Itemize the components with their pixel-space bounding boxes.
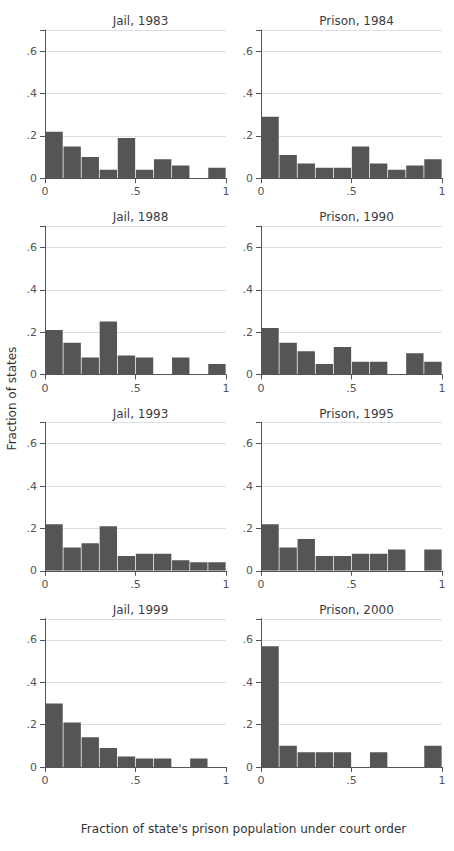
svg-text:0: 0: [30, 761, 37, 774]
svg-text:Prison, 2000: Prison, 2000: [319, 603, 394, 617]
svg-text:.4: .4: [27, 87, 38, 100]
svg-text:.2: .2: [243, 718, 254, 731]
svg-text:.5: .5: [346, 578, 357, 591]
svg-text:Jail, 1993: Jail, 1993: [112, 407, 169, 421]
svg-text:.5: .5: [346, 382, 357, 395]
svg-text:.6: .6: [243, 437, 254, 450]
svg-text:0: 0: [258, 382, 265, 395]
svg-text:.2: .2: [27, 326, 38, 339]
svg-text:1: 1: [439, 382, 446, 395]
svg-text:.2: .2: [243, 522, 254, 535]
svg-text:0: 0: [246, 564, 253, 577]
svg-text:0: 0: [246, 368, 253, 381]
svg-text:0: 0: [258, 774, 265, 787]
svg-text:Prison, 1990: Prison, 1990: [319, 210, 394, 224]
svg-text:.5: .5: [130, 382, 141, 395]
svg-text:.4: .4: [27, 283, 38, 296]
svg-text:Jail, 1983: Jail, 1983: [112, 14, 169, 28]
svg-text:Fraction of states: Fraction of states: [5, 347, 19, 451]
svg-text:Jail, 1999: Jail, 1999: [112, 603, 169, 617]
svg-text:.2: .2: [27, 129, 38, 142]
svg-text:0: 0: [246, 172, 253, 185]
svg-text:.6: .6: [27, 45, 38, 58]
svg-text:.2: .2: [27, 522, 38, 535]
svg-text:.4: .4: [243, 283, 254, 296]
svg-text:1: 1: [439, 578, 446, 591]
svg-text:.5: .5: [130, 578, 141, 591]
svg-text:1: 1: [223, 578, 230, 591]
svg-text:0: 0: [42, 185, 49, 198]
svg-text:.5: .5: [130, 185, 141, 198]
svg-text:.2: .2: [27, 718, 38, 731]
svg-text:.4: .4: [243, 480, 254, 493]
svg-text:.2: .2: [243, 326, 254, 339]
svg-text:0: 0: [246, 761, 253, 774]
svg-text:1: 1: [223, 774, 230, 787]
svg-text:.4: .4: [27, 480, 38, 493]
svg-text:0: 0: [30, 564, 37, 577]
svg-text:.4: .4: [243, 87, 254, 100]
svg-text:.4: .4: [27, 676, 38, 689]
svg-text:Prison, 1984: Prison, 1984: [319, 14, 394, 28]
svg-text:.5: .5: [346, 774, 357, 787]
svg-text:1: 1: [439, 185, 446, 198]
svg-text:.6: .6: [27, 633, 38, 646]
svg-text:0: 0: [42, 578, 49, 591]
svg-text:0: 0: [30, 368, 37, 381]
svg-text:.6: .6: [243, 633, 254, 646]
svg-text:.6: .6: [243, 45, 254, 58]
svg-text:.6: .6: [27, 437, 38, 450]
svg-text:Prison, 1995: Prison, 1995: [319, 407, 394, 421]
svg-text:0: 0: [30, 172, 37, 185]
svg-text:.6: .6: [27, 241, 38, 254]
svg-text:0: 0: [42, 774, 49, 787]
svg-text:.5: .5: [346, 185, 357, 198]
svg-text:.2: .2: [243, 129, 254, 142]
svg-text:0: 0: [258, 578, 265, 591]
svg-text:Fraction of state's prison pop: Fraction of state's prison population un…: [81, 822, 406, 836]
svg-text:.5: .5: [130, 774, 141, 787]
svg-text:1: 1: [439, 774, 446, 787]
svg-text:.6: .6: [243, 241, 254, 254]
svg-text:0: 0: [258, 185, 265, 198]
svg-text:1: 1: [223, 382, 230, 395]
svg-text:1: 1: [223, 185, 230, 198]
svg-text:.4: .4: [243, 676, 254, 689]
svg-text:0: 0: [42, 382, 49, 395]
svg-text:Jail, 1988: Jail, 1988: [112, 210, 169, 224]
